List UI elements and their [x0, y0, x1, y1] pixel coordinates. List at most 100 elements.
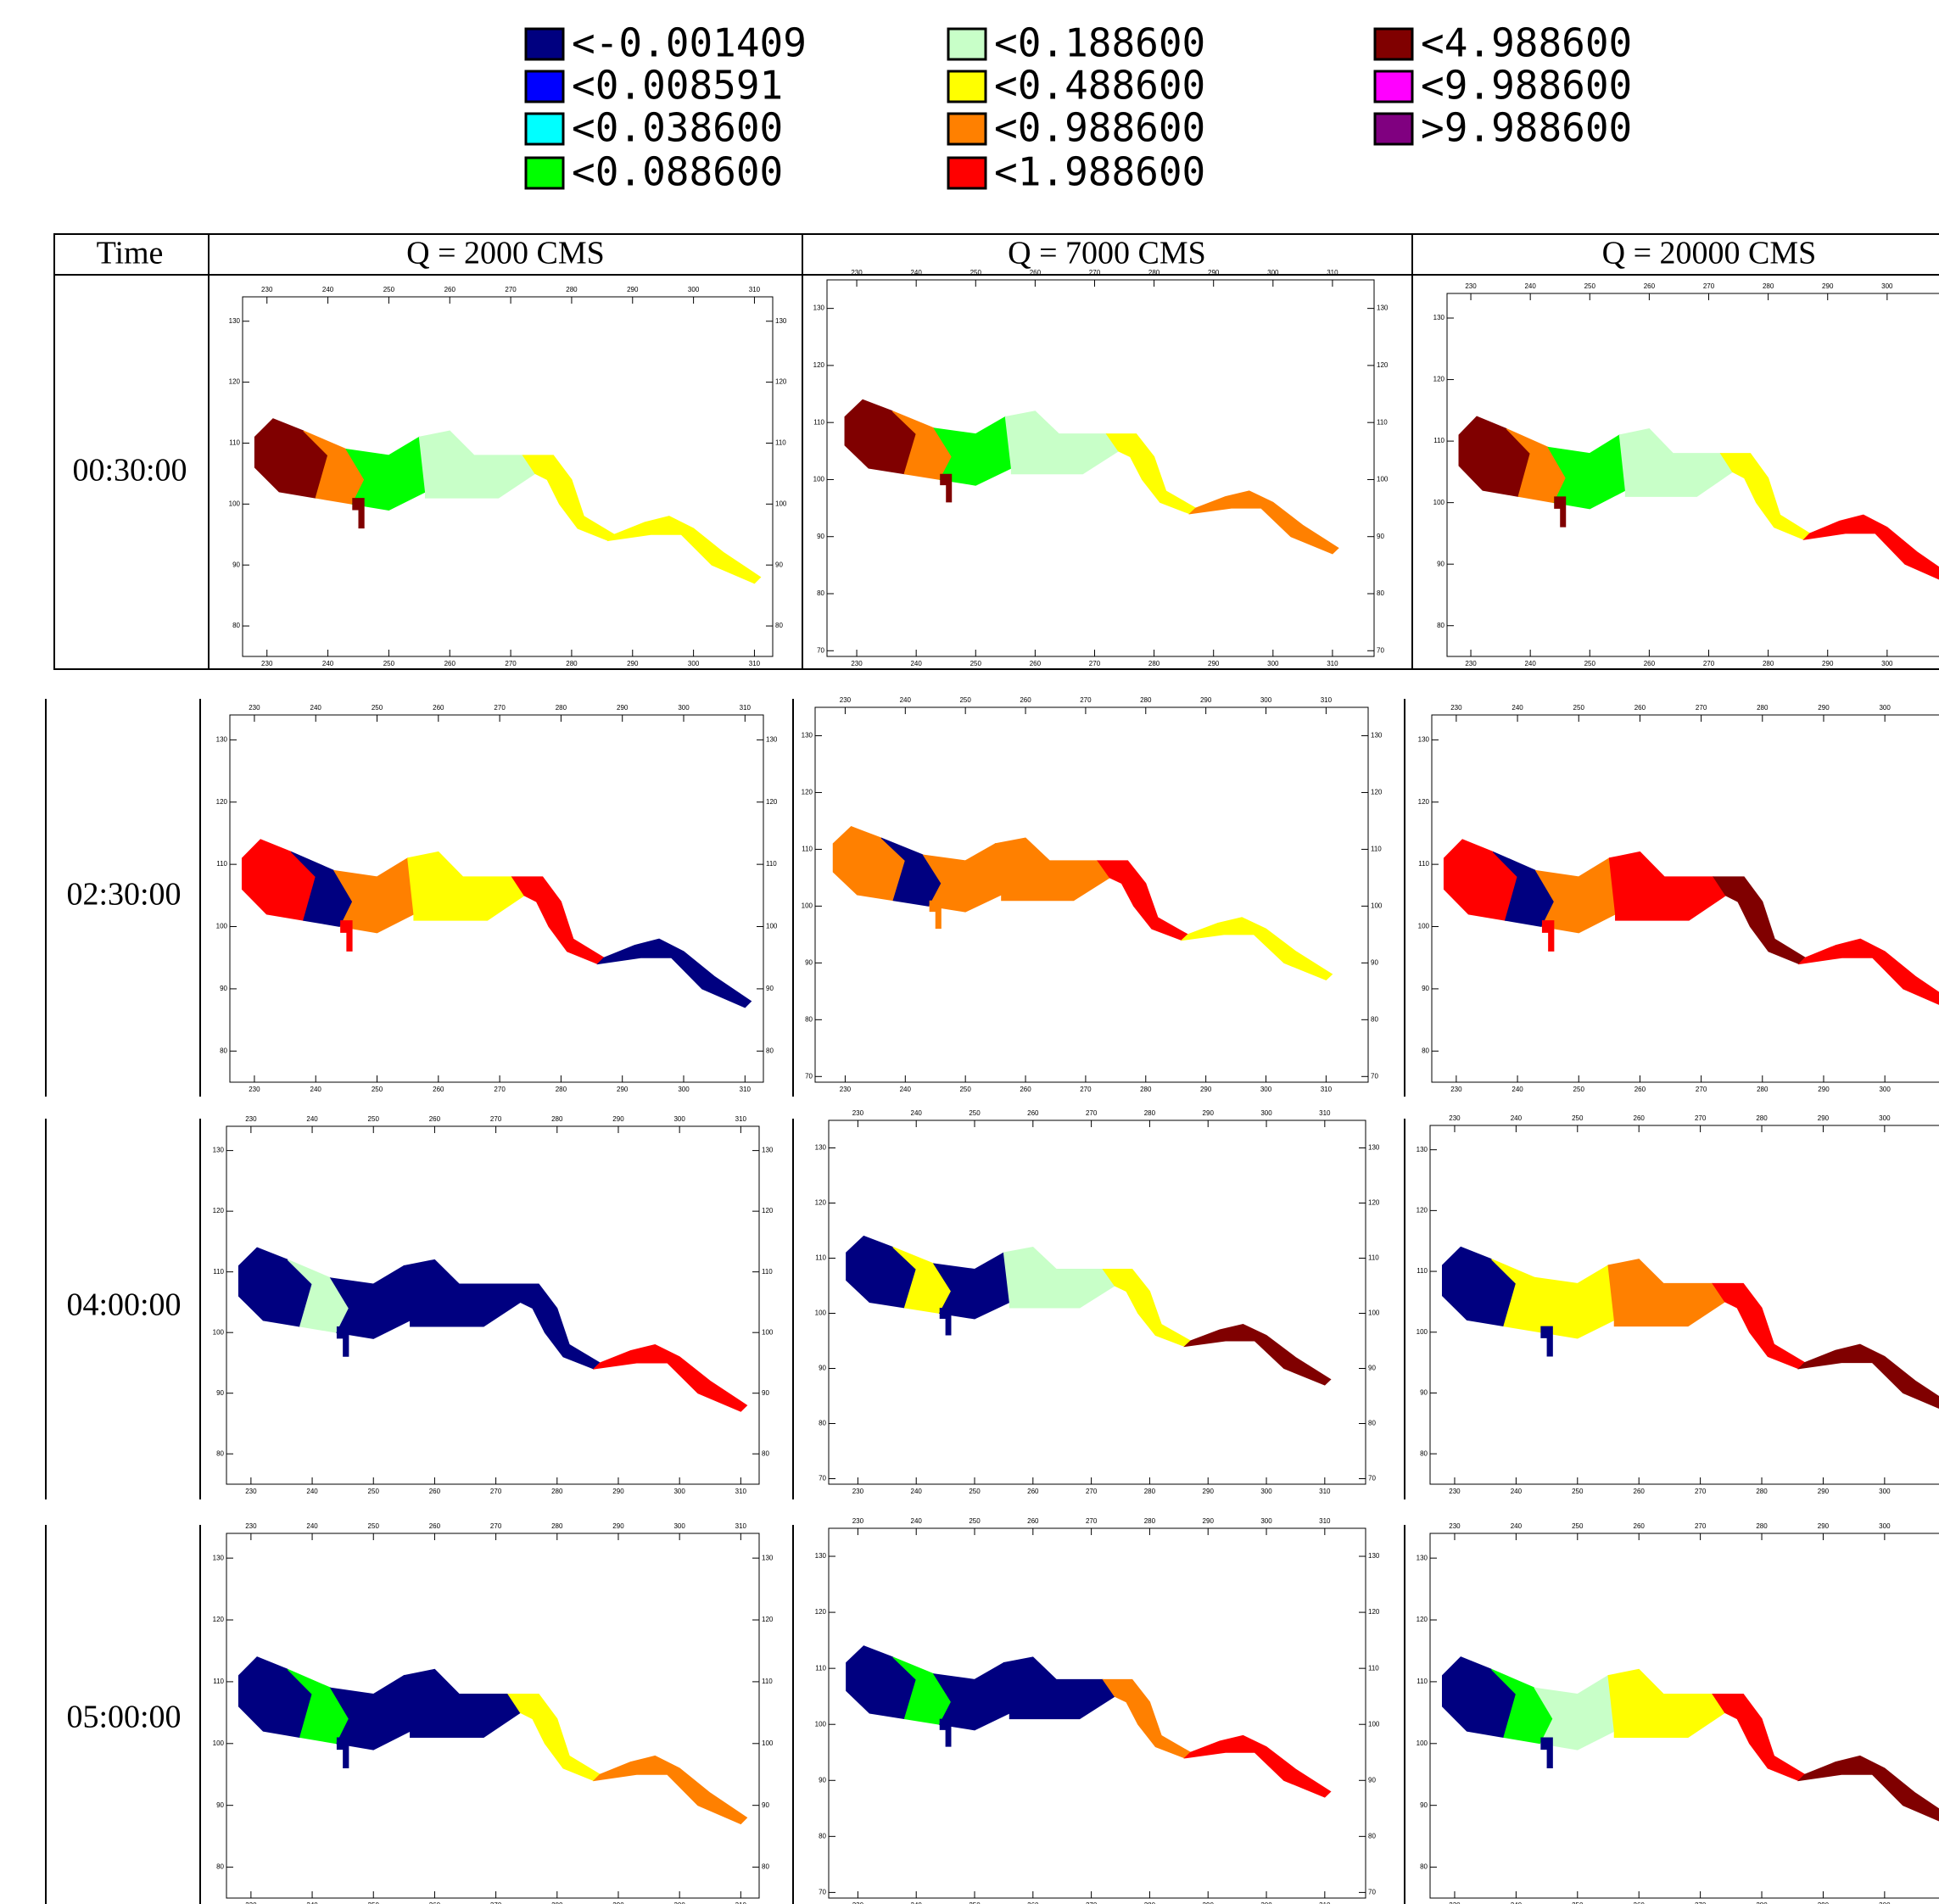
x-tick-label: 300 — [673, 1901, 685, 1904]
y-tick-label: 80 — [232, 622, 240, 629]
y-tick-label: 120 — [1368, 1199, 1380, 1207]
x-tick-label: 230 — [1449, 1488, 1461, 1495]
x-tick-label: 300 — [1879, 704, 1891, 712]
y-tick-label: 130 — [815, 1552, 827, 1560]
flood-zone — [254, 418, 329, 499]
y-tick-label: 120 — [1418, 798, 1430, 806]
flood-zone — [1105, 433, 1197, 515]
x-tick-label: 240 — [910, 269, 922, 276]
x-tick-label: 290 — [627, 286, 639, 293]
flood-zone — [340, 920, 353, 952]
map-panel: 230 230 240 240 250 250 260 260 270 270 280 280 290 2… — [213, 1115, 774, 1495]
x-tick-label: 270 — [1695, 1114, 1707, 1122]
y-tick-label: 100 — [762, 1739, 774, 1747]
x-tick-label: 300 — [1879, 1901, 1891, 1904]
y-tick-label: 120 — [813, 361, 825, 369]
y-tick-label: 80 — [1371, 1015, 1378, 1023]
x-tick-label: 270 — [1703, 282, 1715, 290]
map-panel: 230 230 240 240 250 250 260 260 270 270 280 280 290 2… — [1418, 704, 1939, 1093]
x-tick-label: 240 — [306, 1488, 318, 1495]
plot-frame — [226, 1125, 760, 1485]
flood-zone — [932, 1252, 1010, 1320]
x-tick-label: 260 — [1020, 1086, 1031, 1093]
x-tick-label: 240 — [1512, 1086, 1523, 1093]
x-tick-label: 310 — [1319, 1488, 1331, 1495]
y-tick-label: 110 — [213, 1678, 224, 1685]
flood-zone — [1547, 434, 1626, 510]
x-tick-label: 260 — [429, 1488, 441, 1495]
time-cell: 04:00:00 — [66, 1287, 181, 1323]
x-tick-label: 240 — [310, 704, 322, 712]
y-tick-label: 80 — [775, 622, 783, 629]
y-tick-label: 100 — [1433, 499, 1445, 506]
x-tick-label: 290 — [1818, 1114, 1830, 1122]
y-tick-label: 110 — [213, 1268, 224, 1276]
x-tick-label: 240 — [911, 1901, 923, 1904]
flood-zone — [332, 857, 415, 934]
x-tick-label: 280 — [1144, 1109, 1156, 1117]
x-tick-label: 250 — [1573, 704, 1585, 712]
flood-zone — [336, 1326, 349, 1357]
y-tick-label: 80 — [817, 589, 824, 597]
x-tick-label: 230 — [245, 1488, 257, 1495]
x-tick-label: 310 — [740, 1086, 752, 1093]
flood-zone — [237, 1247, 313, 1327]
x-tick-label: 270 — [1086, 1517, 1098, 1525]
x-tick-label: 260 — [1027, 1488, 1039, 1495]
x-tick-label: 240 — [322, 286, 334, 293]
legend-label: <0.088600 — [572, 149, 783, 195]
x-tick-label: 280 — [1756, 1522, 1768, 1530]
x-tick-label: 300 — [1267, 660, 1279, 667]
y-tick-label: 110 — [229, 439, 240, 447]
legend-swatch — [947, 70, 987, 103]
x-tick-label: 240 — [900, 696, 912, 704]
x-tick-label: 250 — [1572, 1488, 1584, 1495]
x-tick-label: 290 — [1208, 269, 1220, 276]
y-tick-label: 130 — [1417, 1554, 1428, 1561]
x-tick-label: 290 — [1822, 282, 1834, 290]
y-tick-label: 100 — [1368, 1309, 1380, 1317]
y-tick-label: 100 — [766, 923, 778, 930]
x-tick-label: 230 — [245, 1901, 257, 1904]
x-tick-label: 250 — [969, 1517, 981, 1525]
y-tick-label: 110 — [775, 439, 786, 447]
x-tick-label: 250 — [959, 696, 971, 704]
x-tick-label: 270 — [1703, 660, 1715, 667]
x-tick-label: 270 — [490, 1522, 502, 1530]
x-tick-label: 230 — [852, 1109, 864, 1117]
x-tick-label: 310 — [749, 660, 761, 667]
x-tick-label: 310 — [735, 1901, 747, 1904]
x-tick-label: 250 — [1584, 282, 1596, 290]
plot-frame — [242, 296, 774, 657]
flood-zone — [1534, 1265, 1615, 1339]
x-tick-label: 260 — [1634, 1901, 1646, 1904]
flood-zone — [511, 876, 605, 965]
y-tick-label: 80 — [819, 1832, 826, 1840]
legend-swatch — [524, 156, 565, 190]
y-tick-label: 90 — [220, 985, 227, 992]
y-tick-label: 130 — [815, 1144, 827, 1152]
legend-swatch — [1373, 112, 1414, 146]
x-tick-label: 260 — [444, 660, 456, 667]
flood-zone — [922, 842, 1003, 913]
x-tick-label: 260 — [1027, 1109, 1039, 1117]
y-tick-label: 80 — [819, 1420, 826, 1427]
y-tick-label: 100 — [813, 476, 825, 483]
x-tick-label: 240 — [1511, 1522, 1523, 1530]
x-tick-label: 260 — [1020, 696, 1031, 704]
x-tick-label: 290 — [617, 704, 629, 712]
x-tick-label: 250 — [372, 704, 383, 712]
y-tick-label: 80 — [766, 1047, 774, 1054]
x-tick-label: 290 — [1203, 1109, 1215, 1117]
y-tick-label: 70 — [817, 646, 824, 654]
legend-swatch — [524, 112, 565, 146]
x-tick-label: 240 — [900, 1086, 912, 1093]
flood-zone — [1097, 860, 1189, 941]
header-cell: Time — [97, 236, 164, 271]
y-tick-label: 90 — [762, 1389, 769, 1397]
flood-zone — [939, 1308, 952, 1336]
y-tick-label: 120 — [766, 798, 778, 806]
map-panel: 230 230 240 240 250 250 260 260 270 270 280 280 290 2… — [1417, 1522, 1939, 1904]
y-tick-label: 90 — [766, 985, 774, 992]
x-tick-label: 270 — [1089, 660, 1101, 667]
